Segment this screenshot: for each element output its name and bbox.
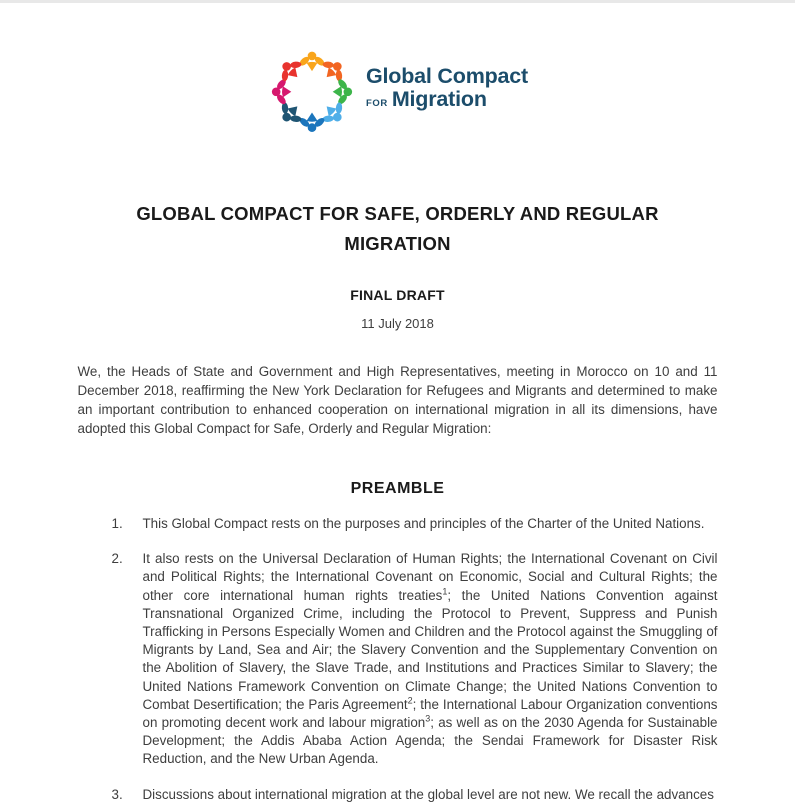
document-date: 11 July 2018 xyxy=(361,316,434,331)
logo-wordmark-line2: Migration xyxy=(391,87,487,111)
logo-figure-right xyxy=(332,79,353,105)
paragraph-text: This Global Compact rests on the purpose… xyxy=(142,516,705,531)
intro-paragraph: We, the Heads of State and Government an… xyxy=(77,364,718,436)
logo-figure-bottom-left xyxy=(281,102,302,122)
logo: Global Compact FOR Migration xyxy=(0,45,795,135)
document-title-line2: MIGRATION xyxy=(344,233,451,254)
logo-figure-top-right xyxy=(322,61,343,82)
logo-wordmark-line1: Global Compact xyxy=(365,64,529,88)
global-compact-migration-logo-icon xyxy=(271,51,353,132)
paragraph-text: It also rests on the Universal Declarati… xyxy=(142,551,718,767)
final-draft-label: FINAL DRAFT xyxy=(350,287,445,303)
logo-figure-top-left xyxy=(281,61,302,82)
logo-figure-bottom xyxy=(299,112,325,132)
logo-figure-bottom-right xyxy=(322,102,343,122)
footnote-marker: 1 xyxy=(442,586,448,597)
logo-figure-left xyxy=(271,79,292,105)
document-title-line1: GLOBAL COMPACT FOR SAFE, ORDERLY AND REG… xyxy=(136,203,659,224)
logo-figure-top xyxy=(299,51,325,72)
numbered-paragraph: 2. It also rests on the Universal Declara… xyxy=(78,550,718,768)
paragraph-number: 2. xyxy=(111,551,123,567)
logo-wordmark-for: FOR xyxy=(365,98,388,109)
page-top-edge xyxy=(0,0,795,3)
numbered-paragraph: 1. This Global Compact rests on the purpo… xyxy=(78,515,718,533)
document-title: GLOBAL COMPACT FOR SAFE, ORDERLY AND REG… xyxy=(0,199,795,259)
paragraph-number: 3. xyxy=(111,786,123,802)
logo-wordmark: Global Compact FOR Migration xyxy=(366,65,528,115)
footnote-marker: 2 xyxy=(407,695,413,706)
preamble-heading: PREAMBLE xyxy=(350,480,445,497)
footnote-marker: 3 xyxy=(425,713,431,724)
preamble-paragraph-list: 1. This Global Compact rests on the purpo… xyxy=(78,515,718,804)
paragraph-number: 1. xyxy=(111,516,123,531)
